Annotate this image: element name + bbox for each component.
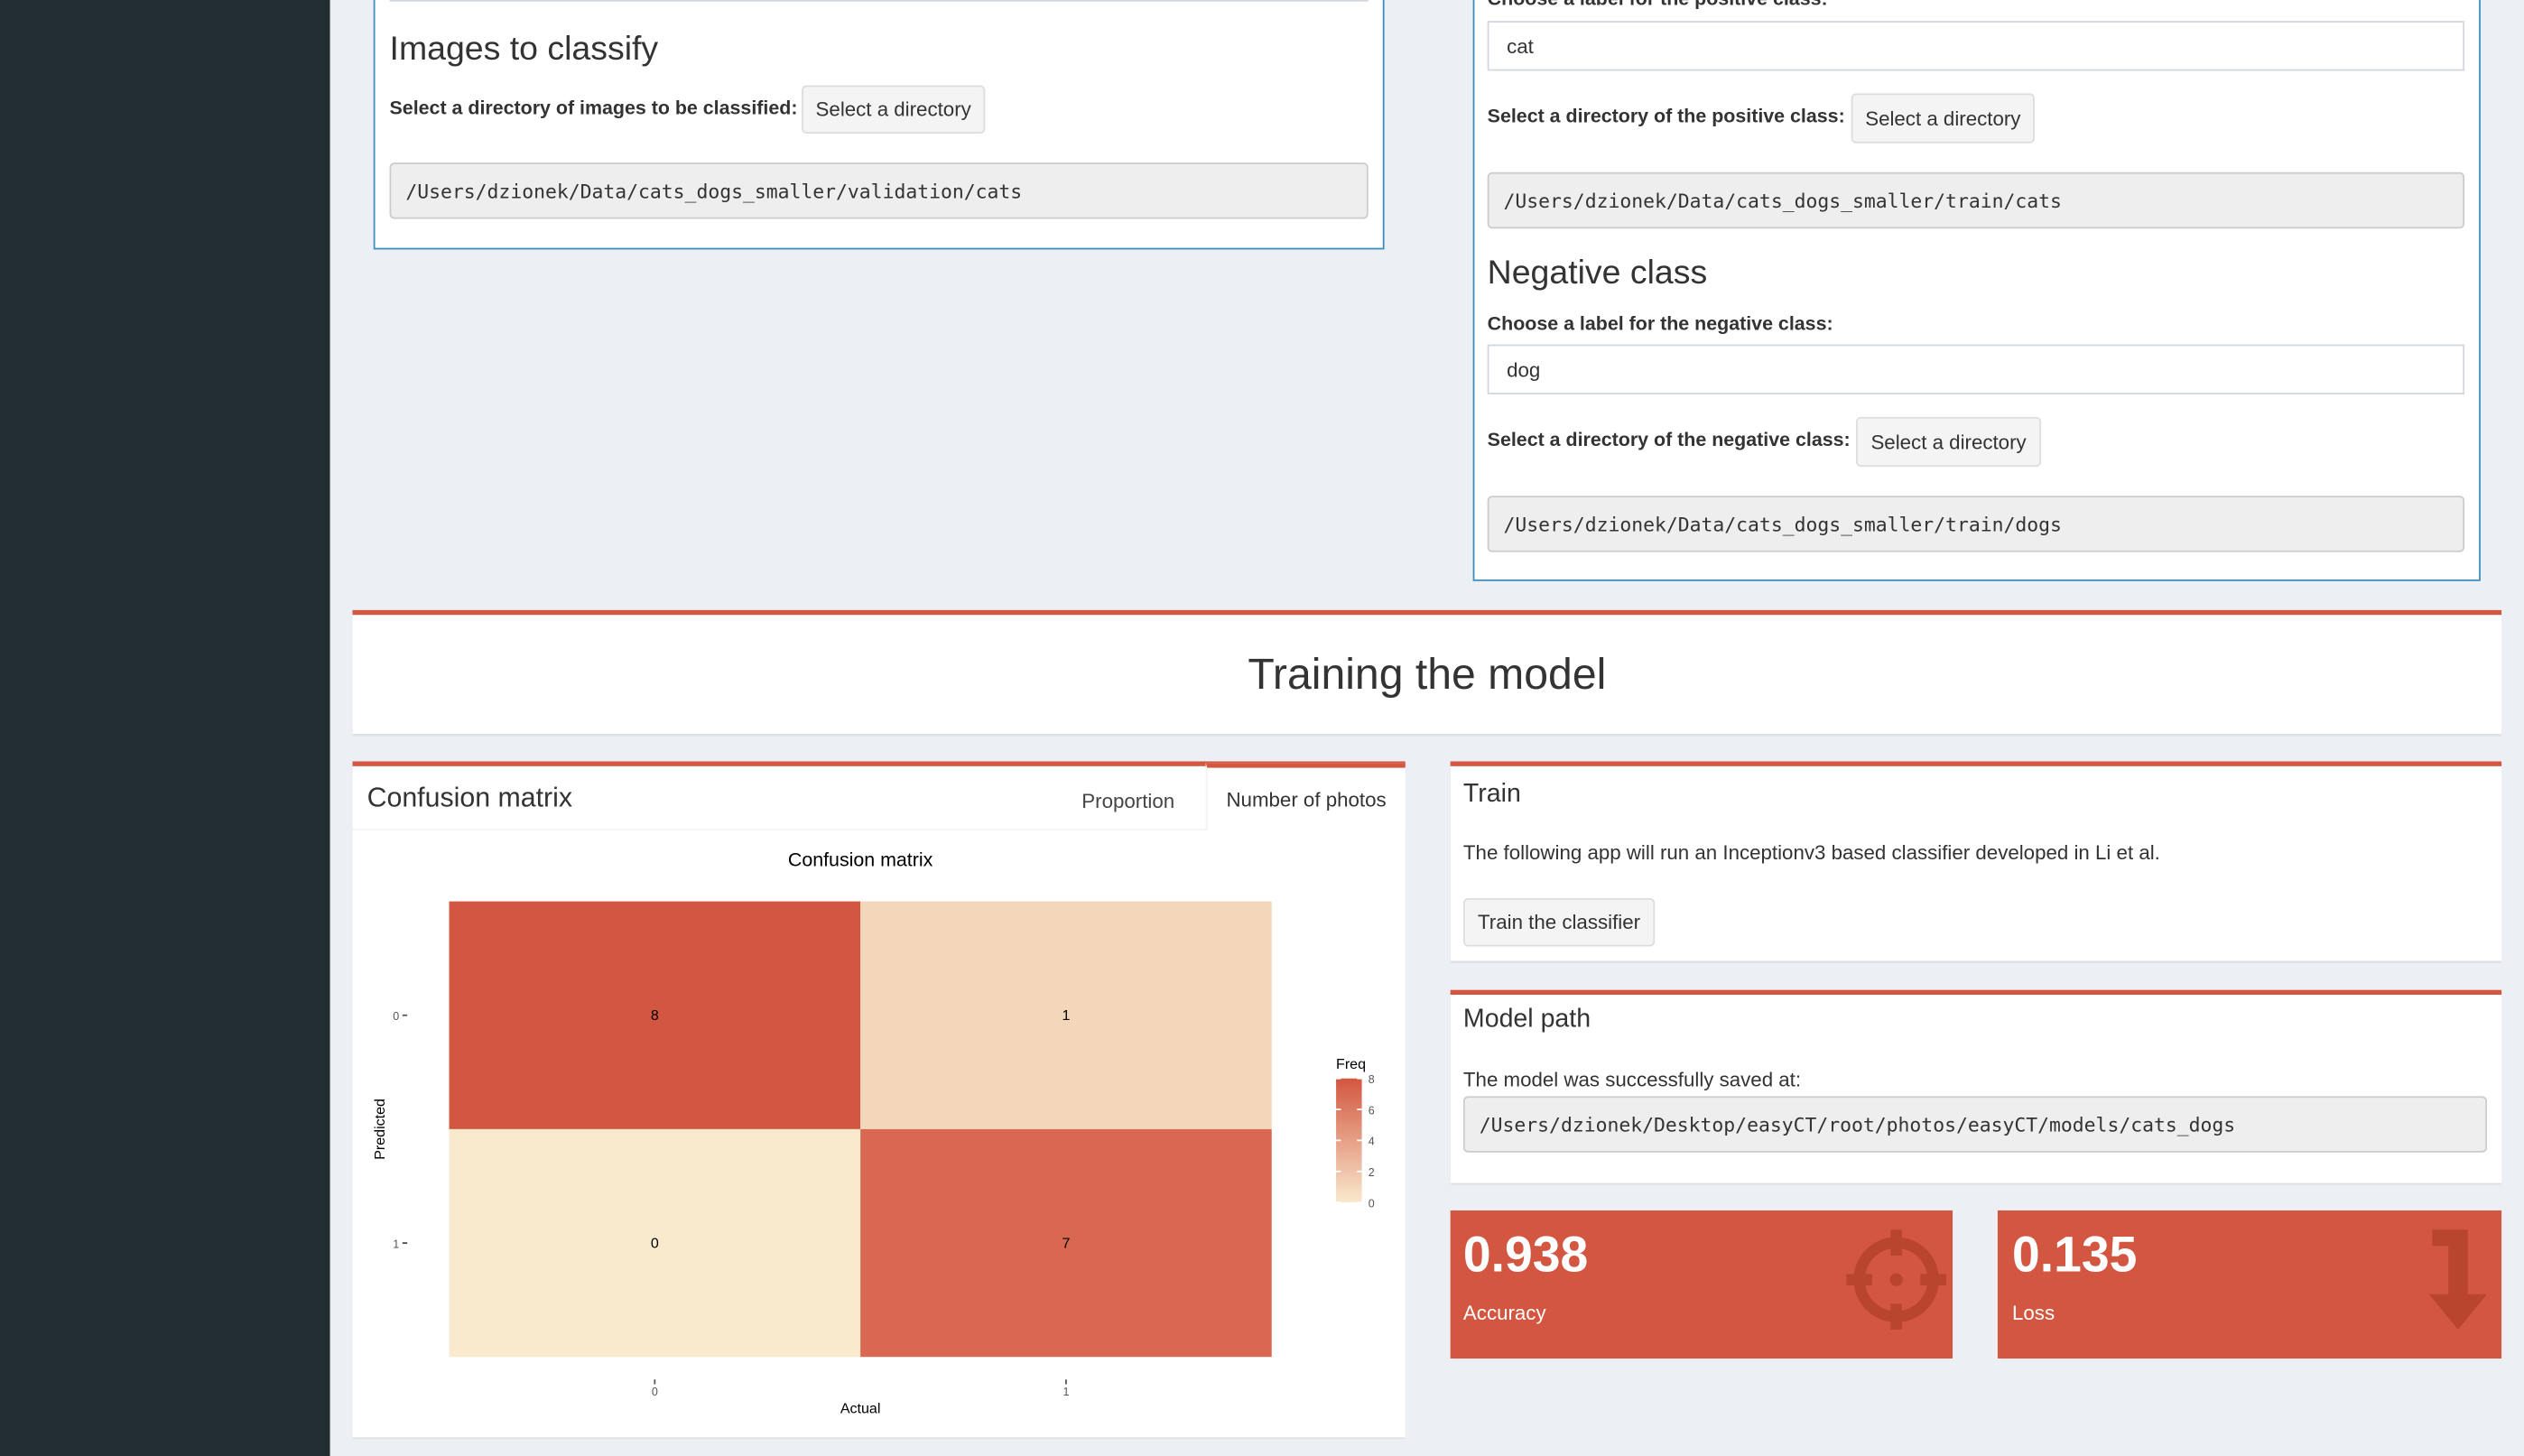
value-label: Accuracy	[1462, 1302, 1546, 1325]
panel-title: Negative class	[1487, 254, 1708, 292]
box-title: Confusion matrix	[367, 782, 573, 813]
legend-tick-label: 0	[1369, 1197, 1375, 1210]
x-axis-label: Actual	[840, 1401, 881, 1417]
text-input[interactable]: dog	[1487, 344, 2465, 394]
value-box: 0.938 Accuracy	[1450, 1210, 1953, 1359]
label: Choose a label for the negative class:	[1487, 311, 1833, 335]
button[interactable]: Select a directory	[802, 85, 986, 134]
cell-label: 0	[651, 1235, 659, 1251]
tab-active[interactable]: Number of photos	[1205, 763, 1406, 831]
value-box: 0.135 Loss	[1997, 1210, 2502, 1359]
label: Choose a label for the positive class:	[1488, 0, 1828, 10]
button[interactable]: Select a directory	[1851, 93, 2035, 144]
legend-tick-label: 2	[1369, 1166, 1375, 1179]
train-box	[1450, 761, 2502, 961]
path-field: /Users/dzionek/Data/cats_dogs_smaller/va…	[389, 162, 1369, 219]
arrow-icon	[2428, 1229, 2488, 1330]
legend-tick-label: 4	[1369, 1136, 1375, 1148]
path-field: /Users/dzionek/Desktop/easyCT/root/photo…	[1462, 1096, 2488, 1153]
sidebar	[0, 0, 330, 1456]
heatmap-chart: Confusion matrix 8 1 0 7 0 1 0 1 Actual Predicted F…	[372, 849, 1375, 1417]
y-axis-label: Predicted	[372, 1099, 388, 1160]
button[interactable]: Train the classifier	[1462, 898, 1656, 947]
value: 0.938	[1462, 1226, 1589, 1284]
legend-title: Freq	[1336, 1056, 1366, 1072]
chart-title: Confusion matrix	[788, 849, 933, 870]
path-field: /Users/dzionek/Data/cats_dogs_smaller/tr…	[1487, 172, 2465, 229]
tab[interactable]: Proportion	[1081, 790, 1175, 813]
heatmap-cell	[860, 901, 1272, 1129]
panel-title: Images to classify	[389, 30, 659, 68]
y-tick-label: 1	[393, 1238, 399, 1250]
heatmap-cell	[449, 901, 861, 1129]
input	[389, 0, 1369, 2]
heatmap-cell	[860, 1128, 1272, 1358]
box-title: Train	[1462, 780, 1521, 809]
cell-label: 1	[1062, 1007, 1070, 1024]
value-label: Loss	[2012, 1302, 2055, 1325]
text: The model was successfully saved at:	[1462, 1069, 1802, 1092]
legend-tick-label: 8	[1369, 1073, 1375, 1086]
label: Select a directory of images to be class…	[389, 96, 798, 119]
cell-label: 7	[1062, 1235, 1070, 1251]
divider	[352, 829, 1406, 831]
section-title: Training the model	[352, 609, 2502, 735]
x-tick-label: 1	[1062, 1386, 1069, 1398]
text: The following app will run an Inceptionv…	[1462, 841, 2160, 865]
cell-label: 8	[651, 1007, 659, 1024]
y-tick-label: 0	[393, 1010, 399, 1023]
value: 0.135	[2012, 1226, 2138, 1284]
heatmap-cell	[449, 1128, 861, 1358]
label: Select a directory of the positive class…	[1487, 104, 1845, 127]
text-input[interactable]: cat	[1487, 21, 2465, 71]
label: Select a directory of the negative class…	[1487, 428, 1851, 451]
crosshair-icon	[1846, 1229, 1946, 1330]
box-title: Model path	[1462, 1006, 1591, 1034]
x-tick-label: 0	[652, 1386, 658, 1398]
path-field: /Users/dzionek/Data/cats_dogs_smaller/tr…	[1487, 496, 2465, 552]
button[interactable]: Select a directory	[1856, 416, 2042, 468]
legend-tick-label: 6	[1369, 1104, 1375, 1117]
